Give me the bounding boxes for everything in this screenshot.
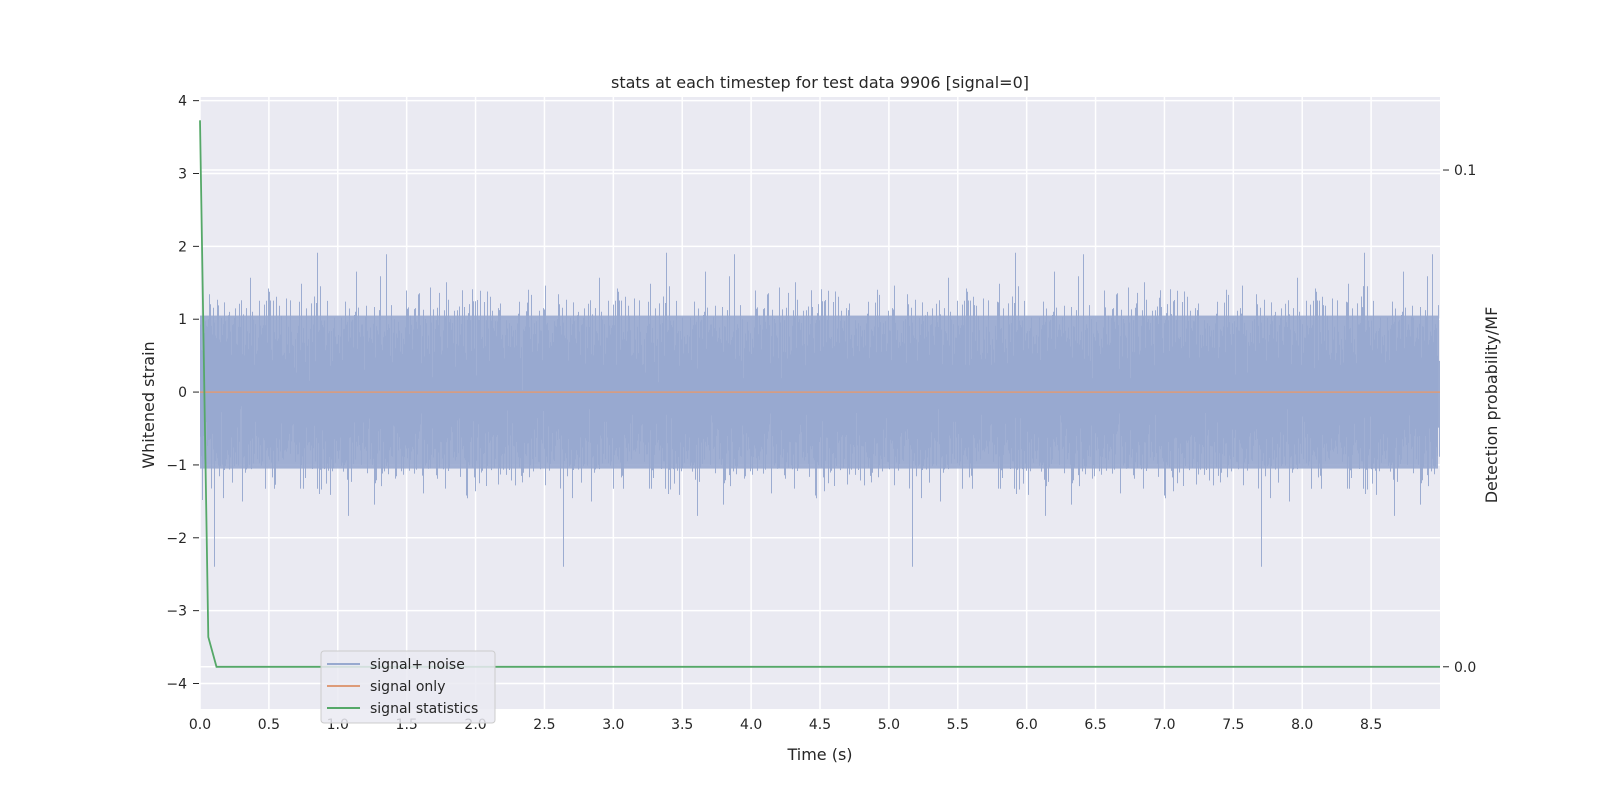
y-tick-label: −1 [166, 458, 187, 474]
y-axis-right: 0.1 0.0 [1443, 163, 1476, 676]
chart-title: stats at each timestep for test data 990… [611, 73, 1029, 92]
x-tick-label: 4.5 [809, 717, 831, 733]
y-tick-label: 0 [178, 385, 187, 401]
series-layer [199, 120, 1440, 668]
x-tick-label: 8.5 [1360, 717, 1382, 733]
y-axis-label: Whitened strain [139, 341, 158, 468]
x-tick-label: 2.5 [533, 717, 555, 733]
legend-label-signal-statistics: signal statistics [370, 701, 478, 717]
x-tick-label: 3.5 [671, 717, 693, 733]
y-axis-left: 4 3 2 1 0 −1 −2 −3 −4 [166, 94, 199, 693]
x-axis-label: Time (s) [786, 745, 852, 764]
legend-label-signal-only: signal only [370, 679, 445, 695]
x-tick-label: 4.0 [740, 717, 762, 733]
y-tick-label: −3 [166, 604, 187, 620]
legend-label-signal-noise: signal+ noise [370, 657, 465, 673]
x-tick-label: 0.5 [258, 717, 280, 733]
y-tick-label: 4 [178, 94, 187, 110]
y-axis-right-label: Detection probability/MF [1482, 307, 1501, 504]
legend-box [320, 650, 496, 724]
x-tick-label: 7.5 [1222, 717, 1244, 733]
x-tick-label: 8.0 [1291, 717, 1313, 733]
y-tick-label: −4 [166, 677, 187, 693]
y-right-tick-label: 0.1 [1454, 163, 1476, 179]
x-tick-label: 7.0 [1153, 717, 1175, 733]
y-tick-label: −2 [166, 531, 187, 547]
y-tick-label: 2 [178, 239, 187, 255]
y-tick-label: 3 [178, 167, 187, 183]
y-tick-label: 1 [178, 312, 187, 328]
x-tick-label: 5.5 [947, 717, 969, 733]
x-tick-label: 5.0 [878, 717, 900, 733]
x-tick-label: 0.0 [189, 717, 211, 733]
x-tick-label: 6.0 [1016, 717, 1038, 733]
x-tick-label: 3.0 [602, 717, 624, 733]
series-signal-statistics [199, 120, 1440, 668]
y-right-tick-label: 0.0 [1454, 660, 1476, 676]
legend: signal+ noise signal only signal statist… [320, 650, 496, 724]
x-tick-label: 6.5 [1084, 717, 1106, 733]
